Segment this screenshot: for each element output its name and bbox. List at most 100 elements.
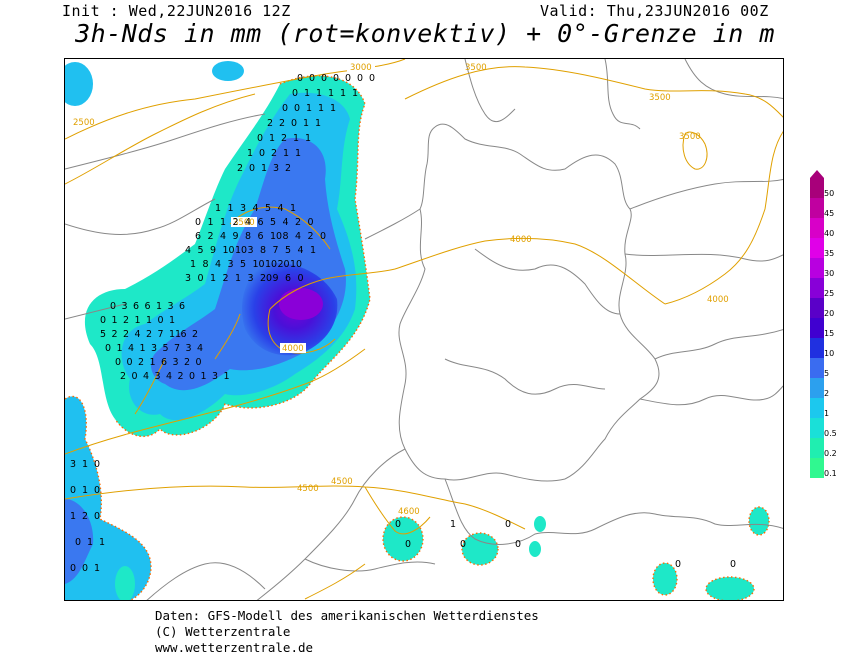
legend-label: 2 [824, 389, 830, 398]
legend-swatch [810, 418, 824, 438]
legend-label: 25 [824, 289, 835, 298]
precip-value-label: 0 [189, 371, 195, 382]
precip-value-label: 4 [295, 231, 301, 242]
legend-label: 1 [824, 409, 830, 418]
legend-label: 0.5 [824, 429, 837, 438]
precip-band-peak [279, 288, 323, 320]
precip-value-label: 3 [248, 273, 254, 284]
precip-value-label: 1 [340, 88, 346, 99]
precip-value-label: 0 [70, 485, 76, 496]
convective-outline [65, 75, 770, 600]
precip-value-label: 1 [269, 133, 275, 144]
precip-value-label: 0 [105, 343, 111, 354]
precip-value-label: 9 [210, 245, 216, 256]
precip-value-label: 1 [316, 88, 322, 99]
precip-value-label: 2 [223, 273, 229, 284]
isoline-labels: 3000 3500 3500 3500 2500 3500 4000 4000 … [73, 62, 729, 517]
isoline-label: 3500 [465, 63, 487, 73]
isoline-label: 4000 [707, 295, 729, 305]
precip-value-label: 0 [249, 163, 255, 174]
precip-value-label: 4 [128, 343, 134, 354]
precip-value-label: 2 [285, 163, 291, 174]
precip-southwest-inner [65, 499, 94, 584]
precip-value-label: 1 [235, 273, 241, 284]
precip-value-label: 5 [198, 245, 204, 256]
precip-value-label: 1 [303, 118, 309, 129]
precip-value-label: 3 [248, 245, 254, 256]
precip-value-label: 1 [318, 103, 324, 114]
precip-cell-se2 [706, 577, 754, 600]
precip-value-label: 3 [70, 459, 76, 470]
precip-value-label: 3 [228, 259, 234, 270]
precip-value-label: 0 [100, 315, 106, 326]
precip-value-label: 1 [295, 148, 301, 159]
precip-value-label: 5 [163, 343, 169, 354]
precip-value-label: 4 [185, 245, 191, 256]
precip-value-label: 0 [675, 559, 681, 570]
isoline-label: 3500 [679, 132, 701, 142]
precip-value-label: 2 [82, 511, 88, 522]
precip-value-label: 4 [143, 371, 149, 382]
credits-copyright: (C) Wetterzentrale [155, 624, 291, 639]
precip-value-label: 2 [281, 133, 287, 144]
precip-value-label: 1 [215, 203, 221, 214]
precip-value-label: 0 [395, 519, 401, 530]
legend-swatch [810, 358, 824, 378]
precip-value-label: 2 [192, 329, 198, 340]
precip-value-label: 0 [282, 103, 288, 114]
precip-value-label: 1 [150, 357, 156, 368]
precip-value-label: 4 [220, 231, 226, 242]
precip-value-label: 1 [290, 203, 296, 214]
precip-value-label: 1 [304, 88, 310, 99]
precip-value-label: 10 [253, 259, 265, 270]
credits-data-source: Daten: GFS-Modell des amerikanischen Wet… [155, 608, 539, 623]
precip-value-label: 8 [283, 231, 289, 242]
precip-value-label: 1 [283, 148, 289, 159]
precip-value-label: 1 [315, 118, 321, 129]
precip-value-label: 7 [174, 343, 180, 354]
legend-swatch [810, 398, 824, 418]
precip-value-label: 0 [75, 537, 81, 548]
precip-value-label: 5 [270, 217, 276, 228]
precip-value-label: 1 [117, 343, 123, 354]
precip-value-label: 3 [186, 343, 192, 354]
legend-swatch [810, 298, 824, 318]
precip-value-label: 2 [123, 315, 129, 326]
precip-value-label: 1 [140, 343, 146, 354]
precip-value-label: 0 [195, 217, 201, 228]
legend-swatch [810, 218, 824, 238]
precip-value-label: 4 [197, 343, 203, 354]
precip-value-label: 10 [270, 231, 282, 242]
precip-value-label: 3 [212, 371, 218, 382]
precip-value-label: 0 [132, 371, 138, 382]
precip-blob-nw1 [65, 62, 93, 106]
precip-value-label: 2 [178, 371, 184, 382]
precip-value-label: 0 [259, 148, 265, 159]
precip-value-label: 1 [169, 315, 175, 326]
legend-label: 10 [824, 349, 835, 358]
isoline-label: 4000 [282, 344, 304, 354]
precip-value-label: 10 [265, 259, 277, 270]
isoline-label: 3500 [649, 93, 671, 103]
isoline-label: 4500 [297, 484, 319, 494]
map-title: 3h-Nds in mm (rot=konvektiv) + 0°-Grenze… [75, 19, 775, 48]
precip-value-label: 0 [357, 73, 363, 84]
precip-value-label: 1 [352, 88, 358, 99]
precip-value-label: 0 [297, 73, 303, 84]
precip-value-label: 5 [100, 329, 106, 340]
precip-value-label: 1 [201, 371, 207, 382]
precip-value-label: 9 [273, 273, 279, 284]
precip-value-label: 1 [208, 217, 214, 228]
precip-value-label: 1 [156, 301, 162, 312]
precip-value-label: 1 [210, 273, 216, 284]
precip-value-label: 0 [70, 563, 76, 574]
legend-label: 35 [824, 249, 835, 258]
precip-value-label: 9 [233, 231, 239, 242]
isoline-label: 4600 [398, 507, 420, 517]
legend-swatch [810, 438, 824, 458]
precip-value-label: 1 [135, 315, 141, 326]
credits-website[interactable]: www.wetterzentrale.de [155, 640, 314, 655]
precip-value-label: 0 [345, 73, 351, 84]
legend-swatch [810, 338, 824, 358]
legend-swatch [810, 378, 824, 398]
